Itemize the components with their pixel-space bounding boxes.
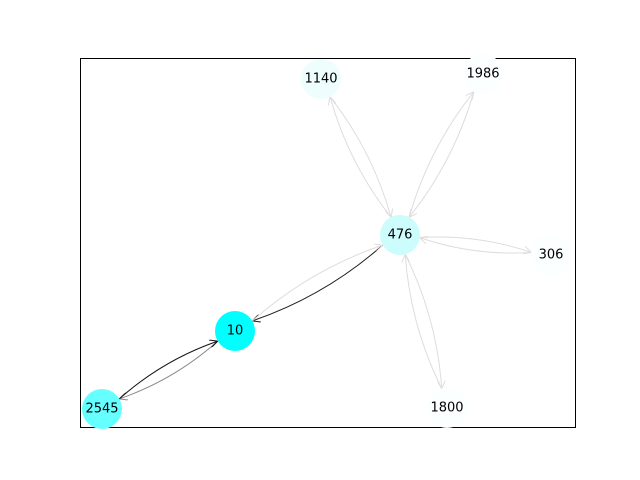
node-2545-label: 2545 bbox=[85, 402, 118, 417]
edge-1140-to-476 bbox=[329, 96, 391, 217]
edge-1800-to-476 bbox=[405, 254, 443, 389]
edge-476-to-1140 bbox=[330, 97, 392, 218]
edge-476-to-1986 bbox=[408, 92, 474, 218]
node-1800-circle bbox=[427, 388, 467, 428]
node-2545-circle bbox=[82, 389, 122, 429]
node-306-circle bbox=[531, 235, 571, 275]
node-476: 476 bbox=[380, 215, 420, 255]
node-1140-circle bbox=[301, 59, 341, 99]
edge-476-to-1800 bbox=[404, 254, 442, 388]
node-1986: 1986 bbox=[463, 54, 503, 94]
edge-2545-to-10 bbox=[118, 341, 217, 400]
node-1986-label: 1986 bbox=[466, 67, 499, 82]
node-1800-label: 1800 bbox=[430, 401, 463, 416]
edge-1986-to-476 bbox=[409, 91, 475, 217]
node-306-label: 306 bbox=[539, 248, 564, 263]
node-10-label: 10 bbox=[227, 324, 244, 339]
node-1140-label: 1140 bbox=[304, 72, 337, 87]
edge-306-to-476 bbox=[420, 238, 532, 254]
edge-476-to-10 bbox=[252, 244, 384, 321]
nodes-layer: 1140 1986 476 306 10 1800 2545 bbox=[82, 54, 571, 429]
edges-layer bbox=[119, 92, 531, 399]
edge-10-to-476 bbox=[251, 245, 382, 322]
node-1140: 1140 bbox=[301, 59, 341, 99]
edge-476-to-306 bbox=[419, 236, 531, 252]
node-306: 306 bbox=[531, 235, 571, 275]
node-476-label: 476 bbox=[388, 228, 413, 243]
node-476-circle bbox=[380, 215, 420, 255]
node-10-circle bbox=[215, 311, 255, 351]
node-2545: 2545 bbox=[82, 389, 122, 429]
node-10: 10 bbox=[215, 311, 255, 351]
node-1800: 1800 bbox=[427, 388, 467, 428]
edge-10-to-2545 bbox=[119, 340, 219, 399]
node-1986-circle bbox=[463, 54, 503, 94]
plot-frame bbox=[80, 58, 576, 428]
